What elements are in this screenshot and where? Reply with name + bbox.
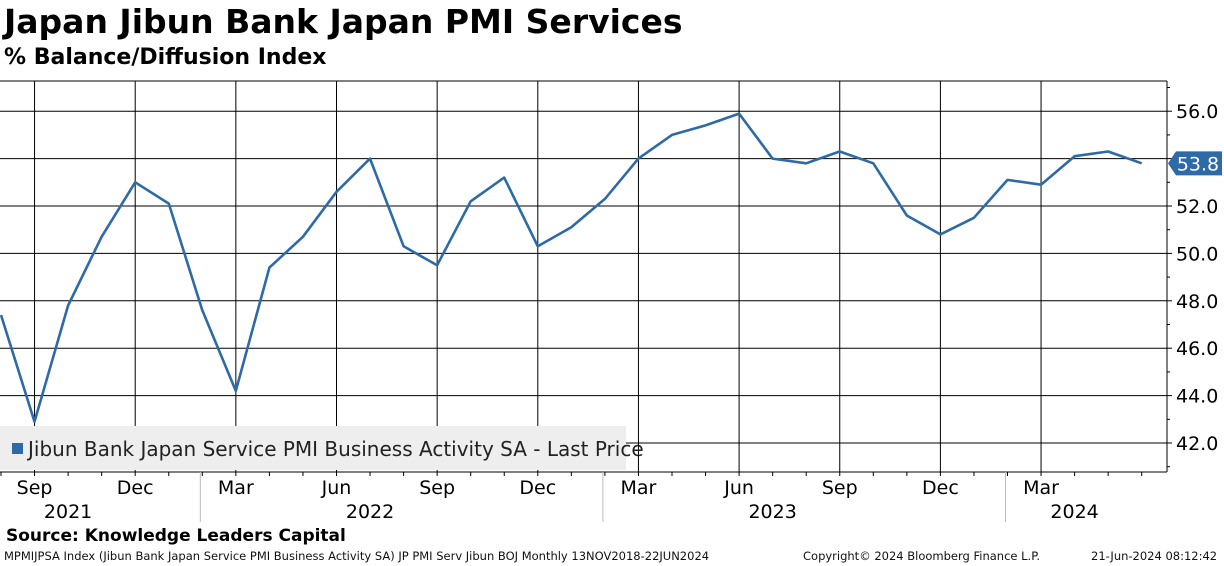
- last-value-label: 53.8: [1177, 153, 1219, 175]
- x-month-label: Sep: [822, 477, 858, 499]
- x-year-label: 2021: [44, 501, 92, 523]
- series-line: [0, 112, 1143, 424]
- x-year-label: 2024: [1050, 501, 1098, 523]
- legend-label: Jibun Bank Japan Service PMI Business Ac…: [28, 437, 644, 461]
- legend-swatch: [12, 443, 23, 454]
- footer-timestamp: 21-Jun-2024 08:12:42: [1091, 549, 1218, 563]
- x-month-label: Dec: [922, 477, 959, 499]
- x-month-label: Sep: [17, 477, 53, 499]
- y-tick-label: 46.0: [1176, 338, 1218, 360]
- y-tick-label: 50.0: [1176, 243, 1218, 265]
- x-month-label: Jun: [723, 477, 754, 499]
- chart-subtitle: % Balance/Diffusion Index: [4, 45, 327, 70]
- x-year-label: 2022: [346, 501, 394, 523]
- x-month-label: Dec: [117, 477, 154, 499]
- legend: [0, 426, 626, 470]
- footer-copyright: Copyright© 2024 Bloomberg Finance L.P.: [803, 549, 1040, 563]
- source-note: Source: Knowledge Leaders Capital: [6, 526, 346, 546]
- y-tick-label: 56.0: [1176, 101, 1218, 123]
- y-tick-label: 42.0: [1176, 433, 1218, 455]
- x-month-label: Dec: [519, 477, 556, 499]
- y-tick-label: 48.0: [1176, 291, 1218, 313]
- x-month-label: Mar: [218, 477, 254, 499]
- last-value-badge: [1168, 151, 1222, 176]
- chart-title: Japan Jibun Bank Japan PMI Services: [4, 2, 683, 41]
- y-tick-label: 52.0: [1176, 196, 1218, 218]
- x-month-label: Mar: [1023, 477, 1059, 499]
- y-tick-label: 44.0: [1176, 386, 1218, 408]
- footer-description: MPMIJPSA Index (Jibun Bank Japan Service…: [4, 549, 710, 563]
- x-year-label: 2023: [748, 501, 796, 523]
- x-month-label: Jun: [321, 477, 352, 499]
- x-month-label: Mar: [621, 477, 657, 499]
- x-month-label: Sep: [419, 477, 455, 499]
